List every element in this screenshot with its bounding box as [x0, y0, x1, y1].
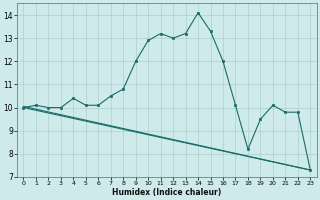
X-axis label: Humidex (Indice chaleur): Humidex (Indice chaleur) [112, 188, 221, 197]
